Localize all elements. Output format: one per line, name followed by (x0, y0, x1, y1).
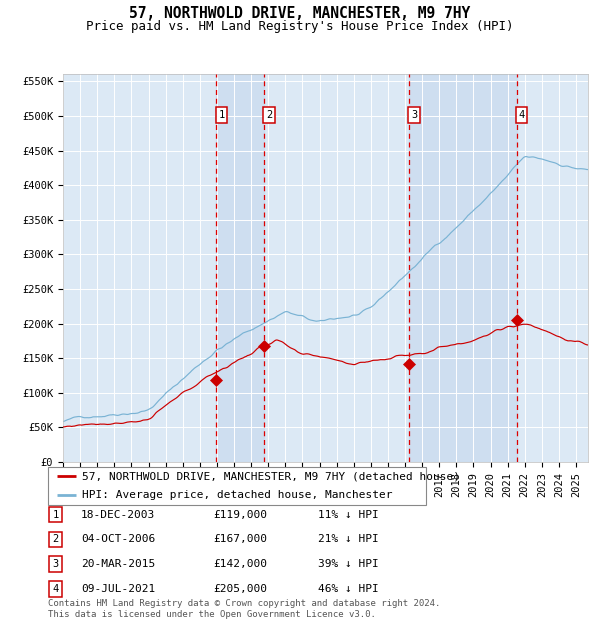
Text: HPI: Average price, detached house, Manchester: HPI: Average price, detached house, Manc… (82, 490, 392, 500)
Text: 18-DEC-2003: 18-DEC-2003 (81, 510, 155, 520)
FancyBboxPatch shape (49, 581, 62, 597)
Text: £119,000: £119,000 (213, 510, 267, 520)
Text: 20-MAR-2015: 20-MAR-2015 (81, 559, 155, 569)
FancyBboxPatch shape (49, 531, 62, 547)
Text: 09-JUL-2021: 09-JUL-2021 (81, 584, 155, 594)
FancyBboxPatch shape (49, 507, 62, 523)
Bar (216, 74, 264, 462)
Text: £142,000: £142,000 (213, 559, 267, 569)
Text: £167,000: £167,000 (213, 534, 267, 544)
Text: £205,000: £205,000 (213, 584, 267, 594)
Text: 2: 2 (52, 534, 59, 544)
Text: 39% ↓ HPI: 39% ↓ HPI (318, 559, 379, 569)
Text: 4: 4 (518, 110, 525, 120)
Text: Price paid vs. HM Land Registry's House Price Index (HPI): Price paid vs. HM Land Registry's House … (86, 20, 514, 33)
Text: 21% ↓ HPI: 21% ↓ HPI (318, 534, 379, 544)
Text: Contains HM Land Registry data © Crown copyright and database right 2024.
This d: Contains HM Land Registry data © Crown c… (48, 600, 440, 619)
Text: 04-OCT-2006: 04-OCT-2006 (81, 534, 155, 544)
Text: 4: 4 (52, 584, 59, 594)
Text: 2: 2 (266, 110, 272, 120)
FancyBboxPatch shape (48, 467, 426, 505)
Text: 11% ↓ HPI: 11% ↓ HPI (318, 510, 379, 520)
Text: 1: 1 (218, 110, 224, 120)
Text: 3: 3 (52, 559, 59, 569)
FancyBboxPatch shape (49, 556, 62, 572)
Text: 57, NORTHWOLD DRIVE, MANCHESTER, M9 7HY (detached house): 57, NORTHWOLD DRIVE, MANCHESTER, M9 7HY … (82, 471, 460, 482)
Text: 46% ↓ HPI: 46% ↓ HPI (318, 584, 379, 594)
Text: 1: 1 (52, 510, 59, 520)
Bar (409, 74, 517, 462)
Text: 3: 3 (411, 110, 417, 120)
Text: 57, NORTHWOLD DRIVE, MANCHESTER, M9 7HY: 57, NORTHWOLD DRIVE, MANCHESTER, M9 7HY (130, 6, 470, 21)
